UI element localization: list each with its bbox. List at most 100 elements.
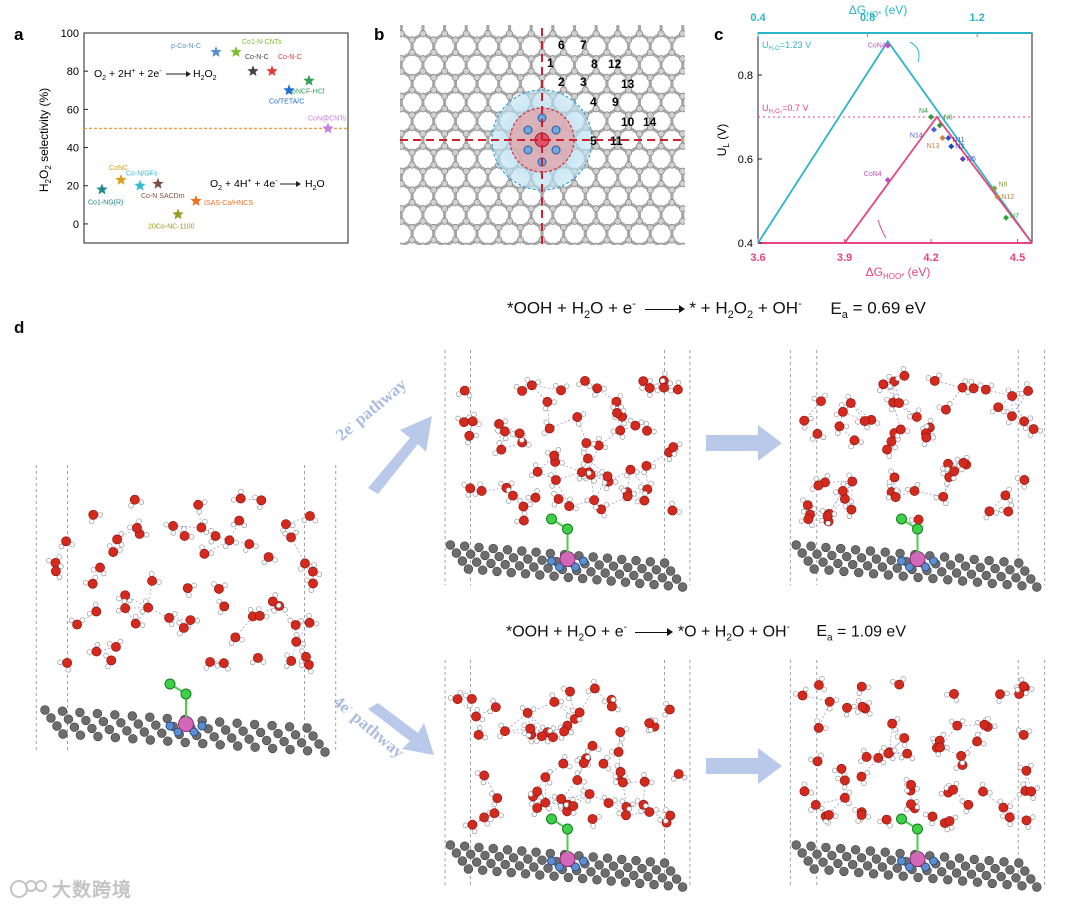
lattice-atom — [646, 111, 654, 119]
carbon-atom — [913, 572, 923, 583]
a-point-star — [303, 74, 315, 86]
oxygen-atom — [980, 384, 991, 395]
carbon-atom — [939, 552, 950, 562]
nitrogen-atom — [197, 721, 207, 731]
lattice-bond — [585, 259, 596, 260]
carbon-atom — [671, 874, 682, 884]
c-top-tick-label: 1.2 — [970, 12, 985, 24]
lattice-atom — [376, 131, 382, 137]
hydrogen-atom — [959, 798, 966, 804]
lattice-atom — [495, 48, 503, 57]
a-point-label: Co-N-C — [245, 54, 269, 61]
lattice-bond — [400, 219, 403, 224]
lattice-atom — [441, 256, 447, 260]
site-7: 7 — [580, 38, 587, 52]
carbon-atom — [865, 846, 876, 856]
hydrogen-atom — [88, 518, 95, 525]
oxygen-atom — [630, 420, 641, 431]
hydrogen-atom — [1027, 415, 1034, 421]
oxygen-atom — [810, 799, 821, 810]
lattice-atom — [635, 217, 644, 225]
lattice-atom — [360, 243, 361, 249]
lattice-atom — [430, 36, 438, 44]
carbon-atom — [563, 572, 574, 583]
carbon-atom — [975, 562, 985, 573]
hydrogen-atom — [247, 607, 254, 613]
carbon-atom — [563, 872, 574, 883]
lattice-atom — [581, 36, 589, 44]
lattice-atom — [440, 55, 449, 63]
hydrogen-atom — [670, 776, 677, 782]
carbon-atom — [913, 872, 923, 883]
lattice-atom — [360, 218, 361, 224]
lattice-atom — [473, 223, 481, 232]
lattice-bond — [400, 182, 403, 187]
lattice-atom — [646, 48, 654, 57]
nitrogen-atom — [579, 856, 588, 866]
oxygen-atom — [887, 718, 898, 729]
lattice-bond — [360, 90, 369, 96]
hydrogen-atom — [58, 543, 65, 550]
hydrogen-atom — [513, 383, 520, 390]
hydrogen-atom — [542, 405, 549, 412]
carbon-atom — [465, 849, 476, 859]
hydrogen-atom — [558, 698, 565, 705]
carbon-atom — [69, 722, 80, 732]
lattice-bond — [694, 259, 705, 260]
hydrogen-atom — [809, 486, 816, 492]
hydrogen-atom — [651, 428, 657, 435]
carbon-atom — [104, 724, 115, 735]
lattice-atom — [582, 0, 588, 6]
lattice-atom — [560, 36, 568, 44]
lattice-atom — [592, 205, 600, 213]
volcano-line — [843, 115, 1033, 244]
hydrogen-atom — [944, 481, 950, 487]
hydrogen-atom — [525, 494, 532, 501]
carbon-atom — [671, 574, 682, 584]
hydrogen-atom — [621, 420, 627, 427]
lattice-atom — [440, 217, 449, 225]
lattice-atom — [376, 168, 382, 174]
lattice-atom — [581, 73, 589, 82]
hydrogen-atom — [904, 486, 911, 493]
lattice-atom — [549, 30, 557, 38]
lattice-bond — [531, 0, 542, 3]
hydrogen-atom — [477, 481, 483, 487]
hydrogen-atom — [293, 529, 299, 536]
oxygen-atom — [644, 807, 655, 817]
carbon-atom — [818, 557, 828, 567]
lattice-bond — [434, 259, 445, 260]
lattice-atom — [366, 87, 372, 93]
lattice-bond — [683, 259, 694, 260]
hydrogen-atom — [964, 750, 971, 756]
hydrogen-atom — [297, 566, 304, 572]
hydrogen-atom — [465, 439, 471, 446]
hydrogen-atom — [886, 373, 892, 380]
oxygen-atom — [568, 801, 579, 811]
oxygen-atom — [824, 696, 835, 707]
oxygen-atom — [95, 562, 105, 573]
carbon-atom — [46, 713, 56, 723]
lattice-atom — [658, 18, 664, 24]
hydrogen-atom — [519, 437, 525, 443]
volcano-point-label: N7 — [1010, 213, 1019, 220]
lattice-atom — [376, 106, 382, 112]
arrow-2e-next-shape — [706, 425, 782, 461]
hydrogen-atom — [952, 814, 959, 821]
oxygen-atom — [525, 723, 536, 734]
hydrogen-bond — [998, 395, 1013, 408]
hydrogen-atom — [447, 695, 454, 701]
a-point-label: CoN@CNTs — [308, 115, 347, 122]
lattice-atom — [592, 167, 600, 175]
lattice-atom — [400, 217, 405, 225]
adsorbate-oxygen — [562, 823, 573, 835]
oxygen-atom — [822, 511, 833, 522]
lattice-atom — [539, 0, 545, 6]
lattice-atom — [462, 217, 470, 225]
nitrogen-atom — [551, 145, 561, 155]
lattice-atom — [409, 12, 415, 18]
lattice-atom — [668, 123, 676, 132]
lattice-atom — [603, 36, 611, 44]
hydrogen-atom — [614, 762, 620, 769]
volcano-point — [930, 126, 937, 133]
